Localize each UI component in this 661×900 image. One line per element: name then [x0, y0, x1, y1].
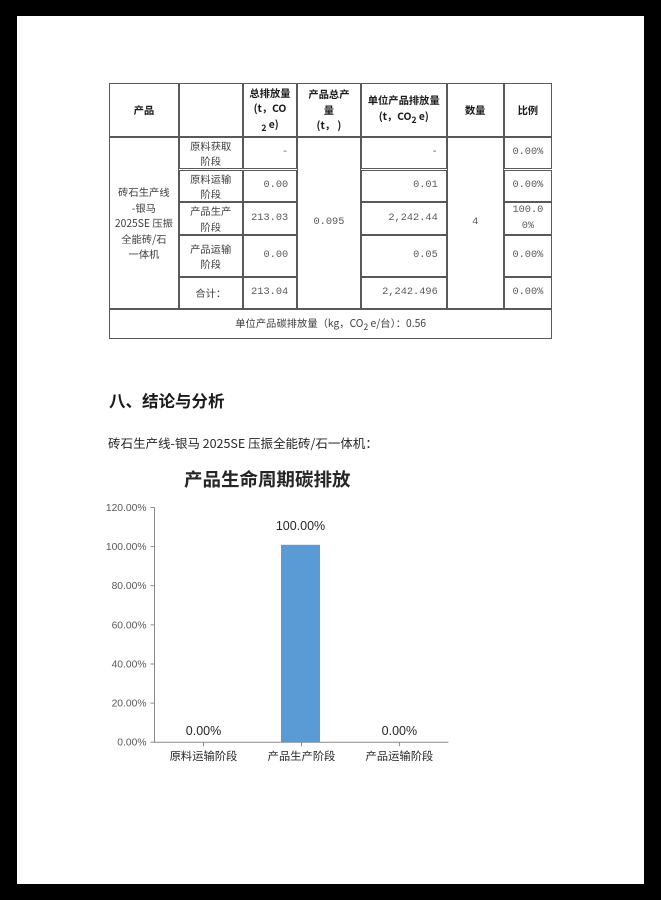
svg-text:0.00%: 0.00%	[382, 724, 417, 738]
svg-text:120.00%: 120.00%	[106, 503, 147, 514]
svg-text:60.00%: 60.00%	[112, 620, 147, 631]
svg-text:40.00%: 40.00%	[112, 660, 147, 671]
svg-text:0.00%: 0.00%	[186, 724, 221, 738]
svg-text:80.00%: 80.00%	[112, 581, 147, 592]
svg-text:100.00%: 100.00%	[276, 519, 325, 533]
svg-text:20.00%: 20.00%	[112, 699, 147, 710]
svg-text:100.00%: 100.00%	[106, 542, 147, 553]
svg-text:原料运输阶段: 原料运输阶段	[170, 748, 238, 764]
svg-text:0.00%: 0.00%	[117, 738, 146, 749]
svg-text:产品运输阶段: 产品运输阶段	[366, 748, 434, 764]
svg-text:产品生产阶段: 产品生产阶段	[268, 748, 336, 764]
